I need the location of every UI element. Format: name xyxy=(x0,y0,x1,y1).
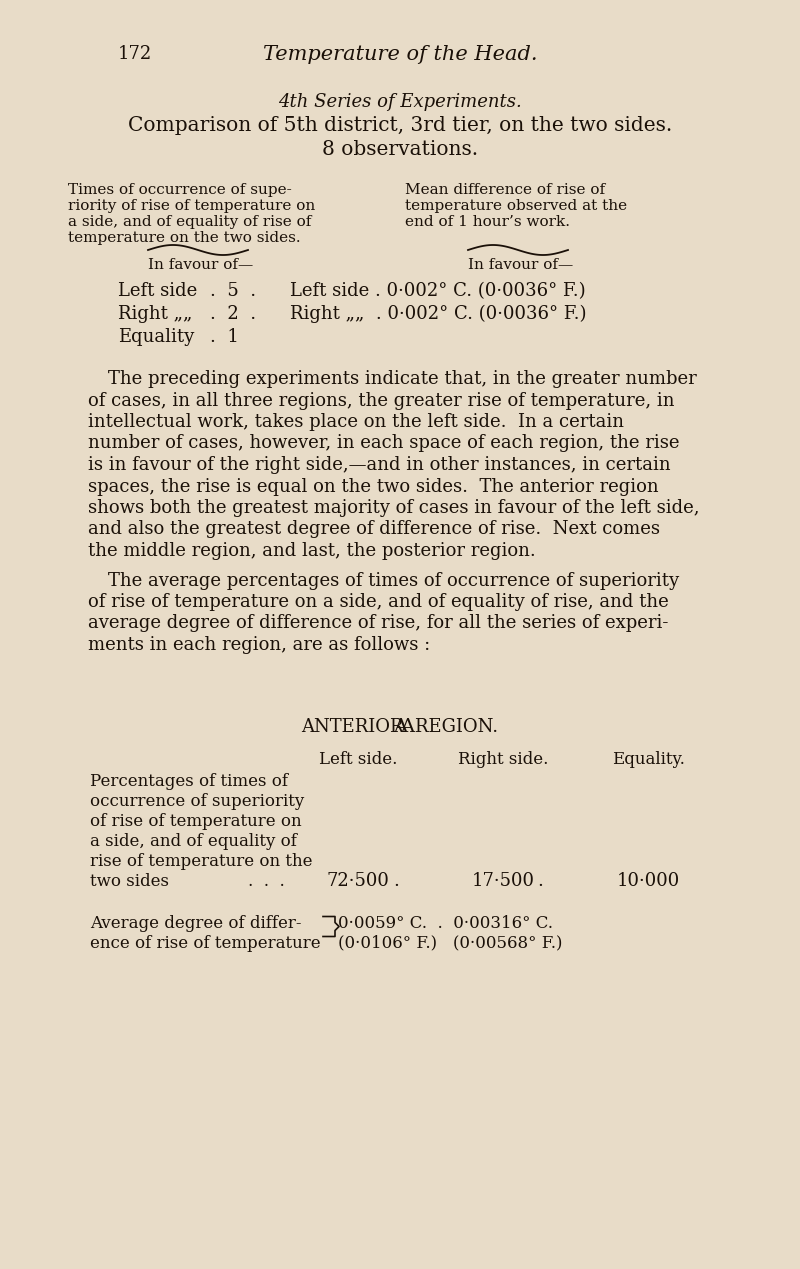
Text: .  1: . 1 xyxy=(210,327,239,346)
Text: of rise of temperature on a side, and of equality of rise, and the: of rise of temperature on a side, and of… xyxy=(88,593,669,610)
Text: Left side: Left side xyxy=(118,282,198,299)
Text: number of cases, however, in each space of each region, the rise: number of cases, however, in each space … xyxy=(88,434,679,453)
Text: temperature observed at the: temperature observed at the xyxy=(405,199,627,213)
Text: .: . xyxy=(537,873,543,891)
Text: In favour of—: In favour of— xyxy=(468,258,574,272)
Text: Equality.: Equality. xyxy=(611,750,685,768)
Text: .: . xyxy=(393,873,399,891)
Text: Left side.: Left side. xyxy=(319,750,397,768)
Text: a side, and of equality of: a side, and of equality of xyxy=(90,832,297,849)
Text: A: A xyxy=(393,717,407,736)
Text: .  .  .: . . . xyxy=(248,873,285,890)
Text: The average percentages of times of occurrence of superiority: The average percentages of times of occu… xyxy=(108,571,679,590)
Text: Average degree of differ-: Average degree of differ- xyxy=(90,915,302,931)
Text: Left side . 0·002° C. (0·0036° F.): Left side . 0·002° C. (0·0036° F.) xyxy=(290,282,586,299)
Text: rise of temperature on the: rise of temperature on the xyxy=(90,853,313,869)
Text: a side, and of equality of rise of: a side, and of equality of rise of xyxy=(68,214,311,228)
Text: Times of occurrence of supe-: Times of occurrence of supe- xyxy=(68,183,292,197)
Text: 4th Series of Experiments.: 4th Series of Experiments. xyxy=(278,93,522,110)
Text: and also the greatest degree of difference of rise.  Next comes: and also the greatest degree of differen… xyxy=(88,520,660,538)
Text: two sides: two sides xyxy=(90,873,169,890)
Text: .  5  .: . 5 . xyxy=(210,282,256,299)
Text: Right „„: Right „„ xyxy=(118,305,192,324)
Text: Percentages of times of: Percentages of times of xyxy=(90,773,288,789)
Text: Temperature of the Head.: Temperature of the Head. xyxy=(262,44,538,63)
Text: Equality: Equality xyxy=(118,327,194,346)
Text: 17·500: 17·500 xyxy=(471,873,534,891)
Text: 72·500: 72·500 xyxy=(326,873,390,891)
Text: In favour of—: In favour of— xyxy=(148,258,254,272)
Text: (0·0106° F.)   (0·00568° F.): (0·0106° F.) (0·00568° F.) xyxy=(338,934,562,952)
Text: of rise of temperature on: of rise of temperature on xyxy=(90,812,302,830)
Text: Comparison of 5th district, 3rd tier, on the two sides.: Comparison of 5th district, 3rd tier, on… xyxy=(128,115,672,135)
Text: ence of rise of temperature: ence of rise of temperature xyxy=(90,934,321,952)
Text: The preceding experiments indicate that, in the greater number: The preceding experiments indicate that,… xyxy=(108,371,697,388)
Text: average degree of difference of rise, for all the series of experi-: average degree of difference of rise, fo… xyxy=(88,614,668,632)
Text: the middle region, and last, the posterior region.: the middle region, and last, the posteri… xyxy=(88,542,536,560)
Text: spaces, the rise is equal on the two sides.  The anterior region: spaces, the rise is equal on the two sid… xyxy=(88,477,658,495)
Text: 172: 172 xyxy=(118,44,152,63)
Text: Mean difference of rise of: Mean difference of rise of xyxy=(405,183,605,197)
Text: end of 1 hour’s work.: end of 1 hour’s work. xyxy=(405,214,570,228)
Text: riority of rise of temperature on: riority of rise of temperature on xyxy=(68,199,315,213)
Text: intellectual work, takes place on the left side.  In a certain: intellectual work, takes place on the le… xyxy=(88,412,624,431)
Text: occurrence of superiority: occurrence of superiority xyxy=(90,793,304,810)
Text: is in favour of the right side,—and in other instances, in certain: is in favour of the right side,—and in o… xyxy=(88,456,670,475)
Text: 10·000: 10·000 xyxy=(616,873,680,891)
Text: .  2  .: . 2 . xyxy=(210,305,256,324)
Text: temperature on the two sides.: temperature on the two sides. xyxy=(68,231,301,245)
Text: ANTERIOR  REGION.: ANTERIOR REGION. xyxy=(302,717,498,736)
Text: shows both the greatest majority of cases in favour of the left side,: shows both the greatest majority of case… xyxy=(88,499,699,516)
Text: A: A xyxy=(400,717,414,736)
Text: 0·0059° C.  .  0·00316° C.: 0·0059° C. . 0·00316° C. xyxy=(338,915,553,931)
Text: ments in each region, are as follows :: ments in each region, are as follows : xyxy=(88,636,430,654)
Text: of cases, in all three regions, the greater rise of temperature, in: of cases, in all three regions, the grea… xyxy=(88,392,674,410)
Text: Right side.: Right side. xyxy=(458,750,548,768)
Text: Right „„  . 0·002° C. (0·0036° F.): Right „„ . 0·002° C. (0·0036° F.) xyxy=(290,305,586,324)
Text: 8 observations.: 8 observations. xyxy=(322,140,478,159)
